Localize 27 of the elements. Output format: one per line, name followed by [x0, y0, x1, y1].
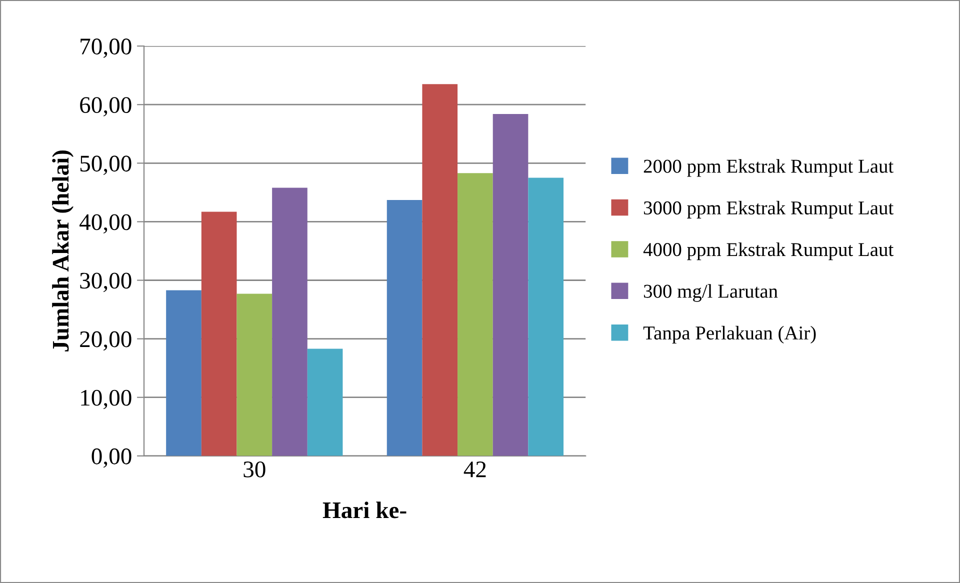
x-tick-label: 42	[464, 462, 486, 478]
y-tick-label: 30,00	[80, 272, 132, 292]
legend-label: 3000 ppm Ekstrak Rumput Laut	[644, 200, 894, 218]
legend-label: 2000 ppm Ekstrak Rumput Laut	[644, 159, 894, 177]
legend-label: Tanpa Perlakuan (Air)	[643, 326, 816, 344]
x-tick-label: 30	[244, 461, 266, 478]
y-tick-label: 0,00	[92, 448, 132, 468]
bar	[236, 294, 272, 456]
y-axis-title: Jumlah Akar (helai)	[52, 150, 74, 352]
legend-label: 4000 ppm Ekstrak Rumput Laut	[643, 242, 894, 260]
bar	[272, 188, 308, 456]
legend-label: 300 mg/l Larutan	[644, 284, 778, 302]
y-tick-label: 40,00	[80, 214, 132, 234]
y-tick-label: 70,00	[80, 38, 132, 58]
bar	[422, 84, 458, 456]
bar	[492, 114, 528, 456]
bar	[307, 348, 343, 456]
y-tick-label: 10,00	[81, 390, 132, 410]
bar	[528, 178, 564, 456]
y-tick-label: 50,00	[80, 156, 132, 175]
x-axis-title: Hari ke-	[322, 502, 406, 518]
bar	[458, 173, 493, 456]
y-tick-label: 60,00	[80, 97, 132, 116]
y-tick-label: 20,00	[80, 331, 132, 351]
bar	[166, 290, 202, 456]
bar	[201, 212, 237, 456]
bar	[386, 200, 422, 456]
